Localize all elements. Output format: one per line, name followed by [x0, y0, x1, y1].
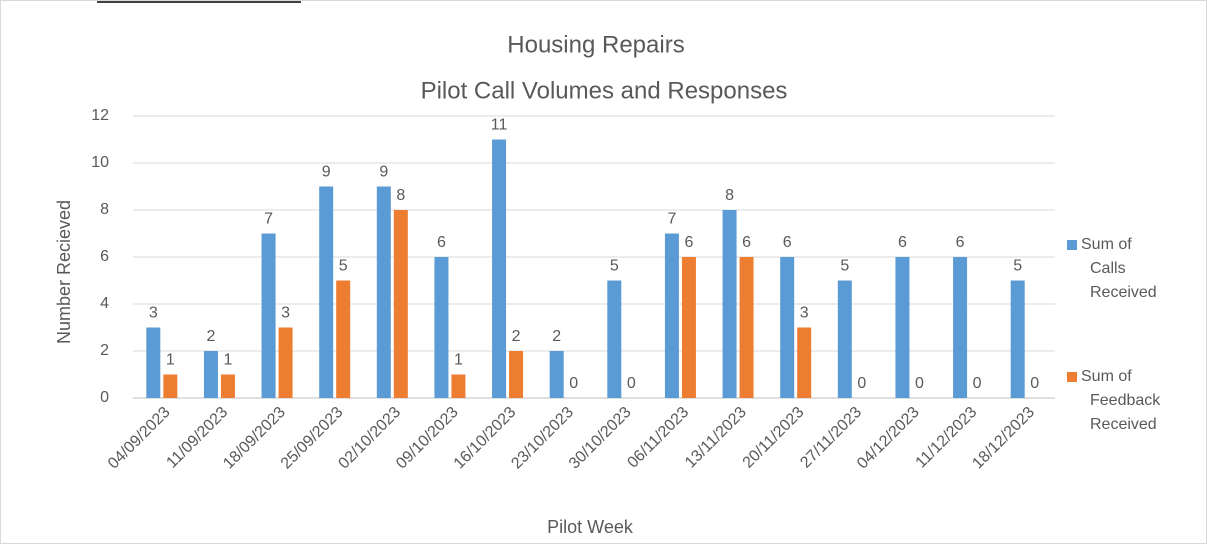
- value-label: 2: [552, 328, 561, 345]
- value-label: 1: [223, 352, 232, 369]
- value-label: 7: [667, 211, 676, 228]
- bar: [393, 210, 408, 398]
- value-label: 6: [956, 234, 965, 251]
- y-tick-label: 0: [100, 389, 109, 406]
- value-label: 3: [281, 305, 290, 322]
- bar: [146, 327, 161, 398]
- bar: [336, 280, 351, 398]
- x-axis-title: Pilot Week: [547, 517, 634, 537]
- value-label: 6: [437, 234, 446, 251]
- bar: [837, 280, 852, 398]
- value-label: 7: [264, 211, 273, 228]
- y-tick-label: 10: [91, 154, 109, 171]
- value-label: 0: [857, 375, 866, 392]
- value-label: 3: [149, 305, 158, 322]
- value-label: 6: [684, 234, 693, 251]
- chart-title: Housing Repairs: [507, 31, 684, 58]
- value-label: 5: [339, 258, 348, 275]
- bar: [319, 186, 334, 398]
- y-axis-title: Number Recieved: [54, 200, 74, 344]
- value-label: 5: [610, 258, 619, 275]
- chart-subtitle: Pilot Call Volumes and Responses: [421, 77, 788, 104]
- value-label: 6: [898, 234, 907, 251]
- y-tick-label: 4: [100, 295, 109, 312]
- value-label: 0: [973, 375, 982, 392]
- value-label: 0: [627, 375, 636, 392]
- bar: [664, 233, 679, 398]
- legend-swatch: [1067, 240, 1077, 250]
- bar: [203, 351, 218, 398]
- value-label: 8: [396, 187, 405, 204]
- bar: [953, 257, 968, 398]
- bar: [434, 257, 449, 398]
- bar: [163, 374, 178, 398]
- bar: [797, 327, 812, 398]
- bar: [451, 374, 466, 398]
- bar: [780, 257, 795, 398]
- y-tick-label: 12: [91, 107, 109, 124]
- bar: [1010, 280, 1025, 398]
- value-label: 3: [800, 305, 809, 322]
- value-label: 1: [166, 352, 175, 369]
- bar: [739, 257, 754, 398]
- value-label: 9: [322, 164, 331, 181]
- bar: [220, 374, 235, 398]
- value-label: 5: [1013, 258, 1022, 275]
- legend-label: Sum of Calls Received: [1081, 236, 1157, 301]
- value-label: 9: [379, 164, 388, 181]
- value-label: 6: [783, 234, 792, 251]
- bar: [722, 210, 737, 398]
- value-label: 6: [742, 234, 751, 251]
- y-tick-label: 2: [100, 342, 109, 359]
- legend-label: Sum of Feedback Received: [1081, 368, 1165, 433]
- value-label: 2: [206, 328, 215, 345]
- value-label: 0: [915, 375, 924, 392]
- bar: [261, 233, 276, 398]
- bar: [895, 257, 910, 398]
- bar: [509, 351, 524, 398]
- value-label: 5: [840, 258, 849, 275]
- bar: [492, 139, 507, 398]
- legend-swatch: [1067, 372, 1077, 382]
- y-tick-label: 6: [100, 248, 109, 265]
- value-label: 0: [1030, 375, 1039, 392]
- value-label: 11: [491, 117, 508, 134]
- value-label: 1: [454, 352, 463, 369]
- value-label: 8: [725, 187, 734, 204]
- value-label: 0: [569, 375, 578, 392]
- bar: [681, 257, 696, 398]
- value-label: 2: [512, 328, 521, 345]
- bar: [549, 351, 564, 398]
- y-tick-label: 8: [100, 201, 109, 218]
- bar: [607, 280, 622, 398]
- bar: [278, 327, 293, 398]
- bar: [376, 186, 391, 398]
